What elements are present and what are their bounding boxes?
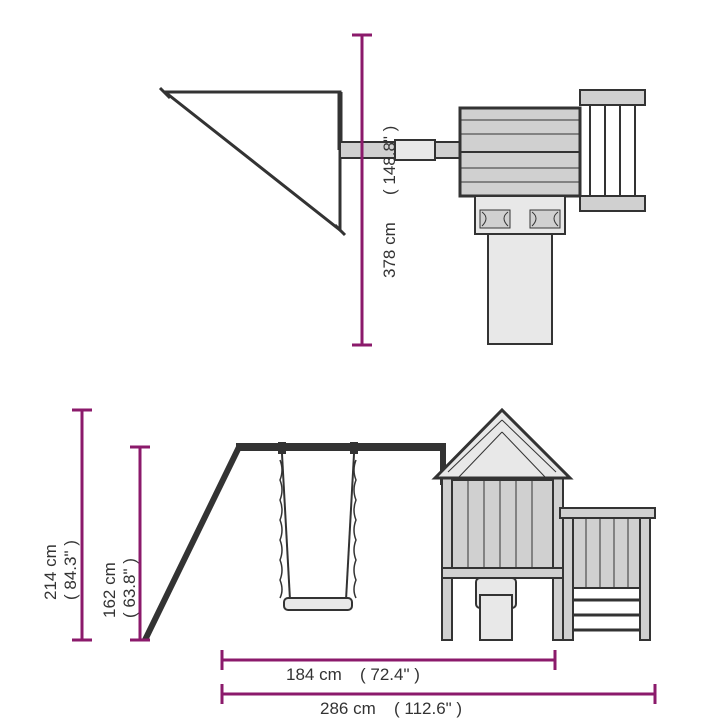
width-swing-dimension: 184 cm ( 72.4" ) bbox=[222, 650, 555, 684]
height-swing-label: 162 cm bbox=[100, 562, 119, 618]
depth-label: 378 cm bbox=[380, 222, 399, 278]
depth-label-in: ( 148.8" ) bbox=[380, 126, 399, 195]
top-view bbox=[160, 88, 645, 344]
height-swing-dimension: 162 cm ( 63.8" ) bbox=[100, 447, 150, 640]
front-view bbox=[145, 410, 655, 640]
width-total-label: 286 cm bbox=[320, 699, 376, 718]
height-swing-label-in: ( 63.8" ) bbox=[120, 558, 139, 618]
width-total-label-in: ( 112.6" ) bbox=[394, 699, 462, 718]
height-total-label: 214 cm bbox=[41, 544, 60, 600]
height-total-dimension: 214 cm ( 84.3" ) bbox=[41, 410, 92, 640]
height-total-label-in: ( 84.3" ) bbox=[61, 540, 80, 600]
dimension-diagram: 378 cm ( 148.8" ) bbox=[0, 0, 724, 724]
width-total-dimension: 286 cm ( 112.6" ) bbox=[222, 684, 655, 718]
width-swing-label-in: ( 72.4" ) bbox=[360, 665, 420, 684]
width-swing-label: 184 cm bbox=[286, 665, 342, 684]
depth-dimension: 378 cm ( 148.8" ) bbox=[352, 35, 399, 345]
